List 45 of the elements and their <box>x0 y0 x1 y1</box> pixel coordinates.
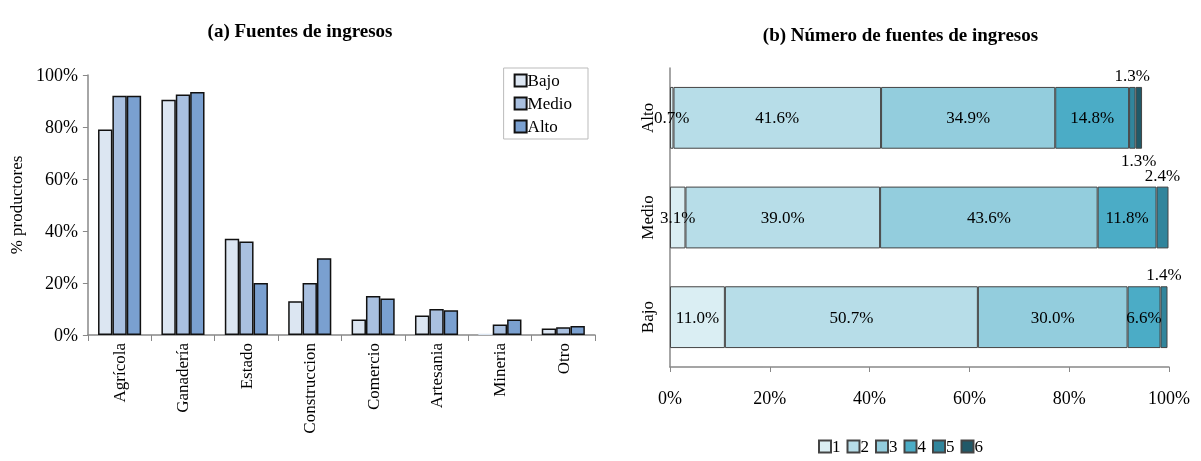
x-tick-label: Estado <box>236 343 256 390</box>
x-tick-label: 100% <box>1148 388 1190 408</box>
data-label: 1.4% <box>1146 265 1182 285</box>
legend-label: 1 <box>832 437 841 456</box>
chart-title: (b) Número de fuentes de ingresos <box>762 24 1039 46</box>
x-tick-label: Artesania <box>427 342 447 409</box>
data-label: 30.0% <box>1030 307 1075 327</box>
y-tick-label: 60% <box>44 169 78 189</box>
data-label: 11.0% <box>675 307 720 327</box>
chart-title: (a) Fuentes de ingresos <box>207 20 393 42</box>
x-tick-label: Mineria <box>490 342 510 397</box>
data-label: 14.8% <box>1070 108 1115 128</box>
data-label: 34.9% <box>946 108 991 128</box>
x-tick-label: Ganadería <box>173 342 193 413</box>
legend-label: 6 <box>974 437 983 456</box>
x-tick-label: 0% <box>658 388 682 408</box>
data-label: 11.8% <box>1105 208 1149 227</box>
y-axis-title: % productores <box>7 155 26 255</box>
x-tick-label: 80% <box>1052 388 1086 408</box>
data-label: 50.7% <box>829 307 874 327</box>
legend-label: Medio <box>527 94 573 113</box>
y-tick-label: 80% <box>44 117 78 137</box>
legend-label: 2 <box>860 437 869 456</box>
x-tick-label: 40% <box>853 388 887 408</box>
y-tick-label: 0% <box>53 325 78 345</box>
legend-label: Bajo <box>527 71 560 90</box>
data-label: 1.3% <box>1114 65 1151 85</box>
legend-label: 5 <box>946 437 955 456</box>
y-tick-label: 100% <box>35 65 78 85</box>
legend-label: 4 <box>917 437 927 456</box>
x-tick-label: Agrícola <box>110 342 130 403</box>
data-label: 43.6% <box>966 208 1011 227</box>
x-tick-label: Construccion <box>300 342 320 434</box>
data-label: 6.6% <box>1126 307 1162 327</box>
x-tick-label: 20% <box>753 388 787 408</box>
y-tick-label: 20% <box>44 273 78 293</box>
x-tick-label: Otro <box>553 343 573 375</box>
data-label: 39.0% <box>760 208 805 227</box>
y-tick-label: 40% <box>44 221 78 241</box>
y-tick-label: Medio <box>638 195 657 240</box>
x-tick-label: Comercio <box>363 343 383 411</box>
legend-label: 3 <box>889 437 898 456</box>
y-tick-label: Bajo <box>638 301 657 334</box>
data-label: 41.6% <box>755 108 800 128</box>
x-tick-label: 60% <box>952 388 986 408</box>
